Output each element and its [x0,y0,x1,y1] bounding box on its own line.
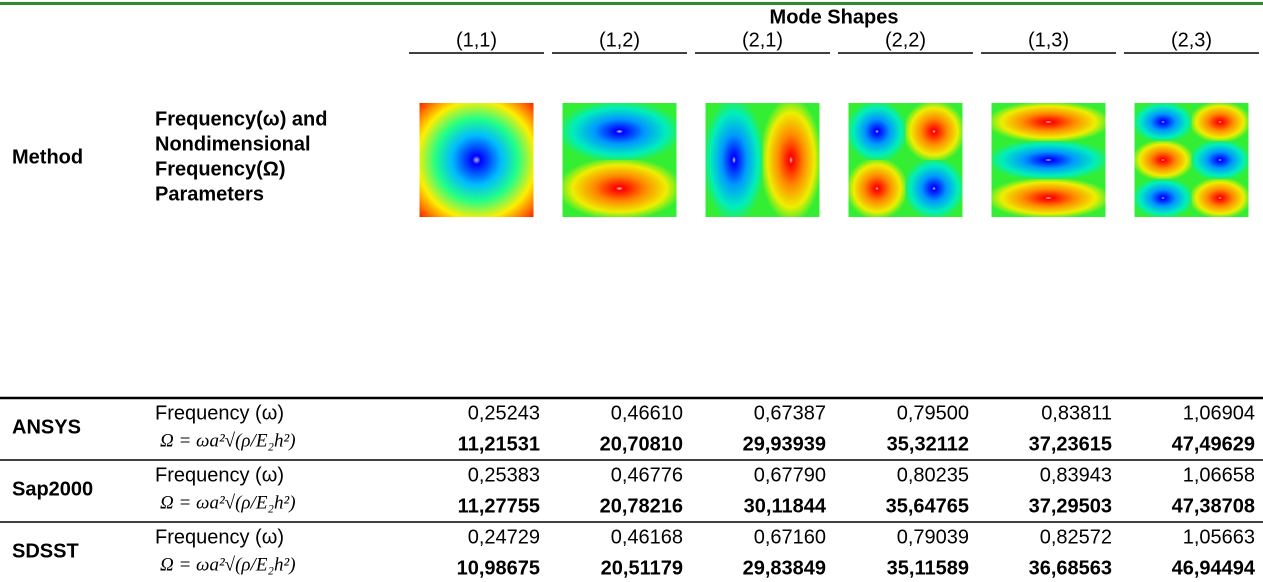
parameters-header: Frequency(Ω) [155,158,286,180]
frequency-value: 0,67387 [754,402,826,424]
omega-value: 11,27755 [458,495,540,517]
top-rule [0,2,1263,5]
mode-shape [563,160,677,217]
mode-shape [906,103,963,160]
frequency-value: 0,67160 [754,526,826,548]
mode-shape [1135,179,1192,217]
parameters-header: Nondimensional [155,133,311,155]
frequency-value: 1,06904 [1183,402,1255,424]
frequency-label: Frequency (ω) [155,402,284,424]
method-label: SDSST [12,540,79,562]
omega-value: 36,68563 [1029,557,1112,579]
omega-value: 47,38708 [1172,495,1255,517]
omega-value: 20,51179 [601,557,683,579]
omega-label: Ω = ωa²√(ρ/E₂h²) [160,430,296,451]
mode-shape [992,141,1106,179]
mode-shape [906,160,963,217]
method-header: Method [12,146,83,168]
omega-value: 20,78216 [600,495,683,517]
omega-label: Ω = ωa²√(ρ/E₂h²) [160,554,296,575]
mode-shape [992,103,1106,141]
parameters-header: Frequency(ω) and [155,108,327,130]
frequency-value: 1,06658 [1183,464,1255,486]
frequency-value: 0,24729 [468,526,540,548]
mode-shape [1192,141,1249,179]
omega-value: 37,23615 [1029,433,1112,455]
mode-shape [563,103,677,160]
mode-shape [1192,103,1249,141]
mode-shape [763,103,820,217]
frequency-value: 0,25383 [468,464,540,486]
table: Mode Shapes Method Frequency(ω) and Nondime… [0,0,1263,582]
frequency-value: 0,82572 [1040,526,1112,548]
mode-label: (2,2) [885,29,926,51]
omega-label: Ω = ωa²√(ρ/E₂h²) [160,492,296,513]
omega-value: 29,93939 [743,433,826,455]
mode-label: (1,1) [456,29,497,51]
mode-label: (2,3) [1171,29,1212,51]
frequency-label: Frequency (ω) [155,464,284,486]
omega-value: 20,70810 [600,433,683,455]
frequency-value: 0,80235 [897,464,969,486]
mode-label: (2,1) [742,29,783,51]
frequency-value: 0,25243 [468,402,540,424]
frequency-value: 0,79039 [897,526,969,548]
omega-value: 46,94494 [1172,557,1256,579]
mode-shape [992,179,1106,217]
frequency-value: 0,67790 [754,464,826,486]
mode-shapes-header: Mode Shapes [770,6,899,28]
omega-value: 37,29503 [1029,495,1112,517]
content: Mode Shapes Method Frequency(ω) and Nondime… [0,6,1263,579]
mode-shape [1135,141,1192,179]
frequency-value: 0,83811 [1041,402,1112,424]
omega-value: 35,32112 [887,433,969,455]
mode-shape [706,103,763,217]
method-label: Sap2000 [12,478,93,500]
mode-shape [420,103,534,217]
frequency-label: Frequency (ω) [155,526,284,548]
mode-shape [849,160,906,217]
omega-value: 30,11844 [744,495,827,517]
frequency-value: 0,83943 [1040,464,1112,486]
page: Mode Shapes Method Frequency(ω) and Nondime… [0,0,1263,582]
mode-shape [1135,103,1192,141]
mode-shape [849,103,906,160]
omega-value: 10,98675 [457,557,540,579]
frequency-value: 0,79500 [897,402,969,424]
omega-value: 35,64765 [886,495,969,517]
method-label: ANSYS [12,416,81,438]
mode-shape [1192,179,1249,217]
frequency-value: 0,46168 [611,526,683,548]
omega-value: 29,83849 [743,557,826,579]
frequency-value: 0,46610 [611,402,683,424]
omega-value: 11,21531 [458,433,540,455]
mode-label: (1,2) [599,29,640,51]
frequency-value: 0,46776 [611,464,683,486]
omega-value: 47,49629 [1172,433,1255,455]
mode-label: (1,3) [1028,29,1069,51]
omega-value: 35,11589 [887,557,969,579]
frequency-value: 1,05663 [1183,526,1255,548]
parameters-header: Parameters [155,183,264,205]
